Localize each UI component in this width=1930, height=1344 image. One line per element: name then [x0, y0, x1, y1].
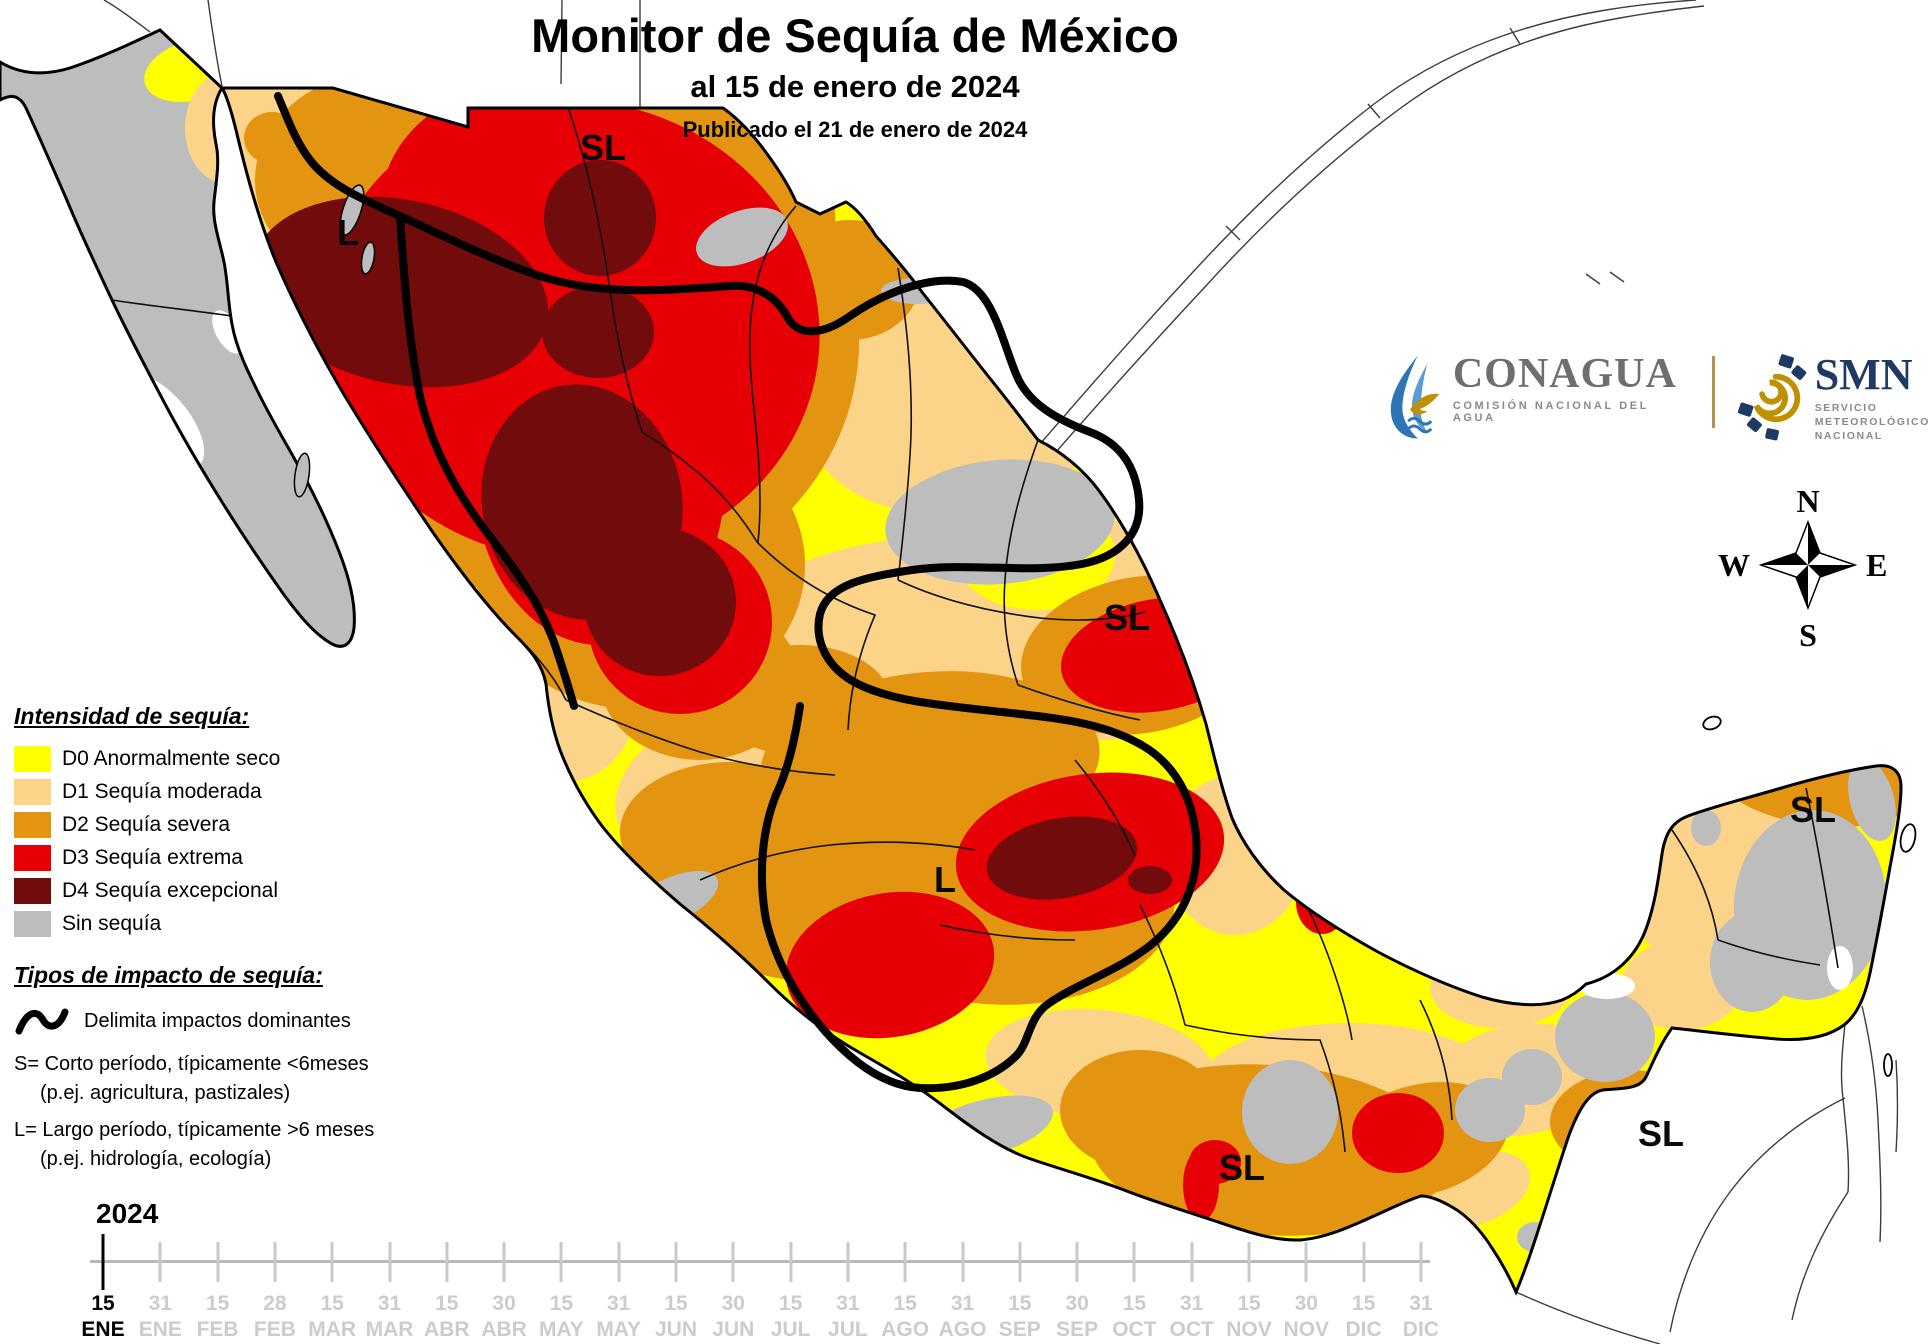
- impact-short-term-label: S= Corto período, típicamente <6meses: [14, 1053, 369, 1075]
- legend-item-label: D3 Sequía extrema: [62, 845, 243, 869]
- legend-item-label: Sin sequía: [62, 911, 162, 935]
- legend-intensity-heading: Intensidad de sequía:: [14, 703, 250, 729]
- caribbean-islands: [1702, 715, 1917, 1077]
- legend-impact-heading: Tipos de impacto de sequía:: [14, 962, 323, 988]
- impact-zone-label: SL: [580, 127, 626, 168]
- impact-long-term-example: (p.ej. hidrología, ecología): [40, 1148, 272, 1170]
- usa-outlines: [103, 0, 1705, 453]
- legend-items: D0 Anormalmente seco D1 Sequía moderada D2…: [14, 742, 374, 940]
- page-title: Monitor de Sequía de México: [531, 9, 1179, 62]
- published-date: Publicado el 21 de enero de 2024: [682, 117, 1028, 142]
- impact-zone-label: SL: [1219, 1147, 1265, 1188]
- squiggle-line-icon: [15, 1008, 69, 1035]
- smn-tagline: SERVICIO METEOROLÓGICO NACIONAL: [1815, 401, 1930, 443]
- legend-item: D2 Sequía severa: [14, 808, 374, 841]
- smn-tagline-line: SERVICIO: [1814, 402, 1878, 414]
- legend-color-swatch: [14, 811, 51, 838]
- impact-delimiter-lines: [274, 92, 1201, 1093]
- legend-item-label: D2 Sequía severa: [62, 812, 231, 836]
- impact-long-term-label: L= Largo período, típicamente >6 meses: [14, 1119, 375, 1141]
- legend-item: D3 Sequía extrema: [14, 841, 374, 874]
- compass-north-label: N: [1796, 483, 1819, 519]
- legend-item: Sin sequía: [14, 907, 374, 940]
- smn-name: SMN: [1814, 350, 1913, 399]
- legend-item: D4 Sequía excepcional: [14, 874, 374, 907]
- legend-item: D1 Sequía moderada: [14, 775, 374, 808]
- legend-color-swatch: [14, 745, 51, 772]
- impact-zone-label: L: [337, 212, 359, 253]
- impact-zone-label: SL: [1104, 597, 1150, 638]
- impact-delimit-label: Delimita impactos dominantes: [84, 1009, 351, 1032]
- legend-color-swatch: [14, 844, 51, 871]
- impact-short-term-example: (p.ej. agricultura, pastizales): [40, 1082, 291, 1104]
- legend-item: D0 Anormalmente seco: [14, 742, 374, 775]
- impact-labels: SL L SL L SL SL SL: [337, 127, 1836, 1188]
- smn-tagline-line: METEOROLÓGICO: [1814, 416, 1930, 428]
- smn-tagline-line: NACIONAL: [1814, 430, 1883, 442]
- legend-color-swatch: [14, 910, 51, 937]
- legend-color-swatch: [14, 778, 51, 805]
- compass-east-label: E: [1866, 547, 1887, 583]
- compass-rose: N E S W: [1718, 483, 1887, 653]
- state-boundaries: [504, 89, 1839, 1153]
- legend-item-label: D1 Sequía moderada: [62, 779, 262, 803]
- compass-west-label: W: [1718, 547, 1750, 583]
- conagua-logo-text: CONAGUA COMISIÓN NACIONAL DEL AGUA: [1453, 352, 1689, 424]
- agency-logos: CONAGUA COMISIÓN NACIONAL DEL AGUA SMN S…: [1385, 352, 1930, 444]
- guatemala-belize-outlines: [1515, 1005, 1899, 1344]
- impact-delimit-row: Delimita impactos dominantes: [14, 1003, 374, 1039]
- legend-color-swatch: [14, 877, 51, 904]
- impact-zone-label: SL: [1638, 1113, 1684, 1154]
- legend: Intensidad de sequía: D0 Anormalmente se…: [14, 703, 374, 1171]
- conagua-logo-icon: [1390, 355, 1440, 439]
- conagua-tagline: COMISIÓN NACIONAL DEL AGUA: [1452, 400, 1649, 424]
- title-block: Monitor de Sequía de México al 15 de ene…: [531, 8, 1179, 143]
- impact-zone-label: L: [934, 859, 956, 900]
- legend-item-label: D0 Anormalmente seco: [62, 746, 281, 770]
- smn-logo-icon: [1738, 354, 1807, 441]
- legend-item-label: D4 Sequía excepcional: [62, 878, 278, 902]
- smn-logo-text: SMN SERVICIO METEOROLÓGICO NACIONAL: [1815, 352, 1930, 443]
- conagua-name: CONAGUA: [1452, 351, 1677, 397]
- page-subtitle: al 15 de enero de 2024: [690, 69, 1020, 104]
- impact-zone-label: SL: [1790, 789, 1836, 830]
- compass-south-label: S: [1799, 617, 1817, 653]
- logo-divider: [1712, 356, 1716, 428]
